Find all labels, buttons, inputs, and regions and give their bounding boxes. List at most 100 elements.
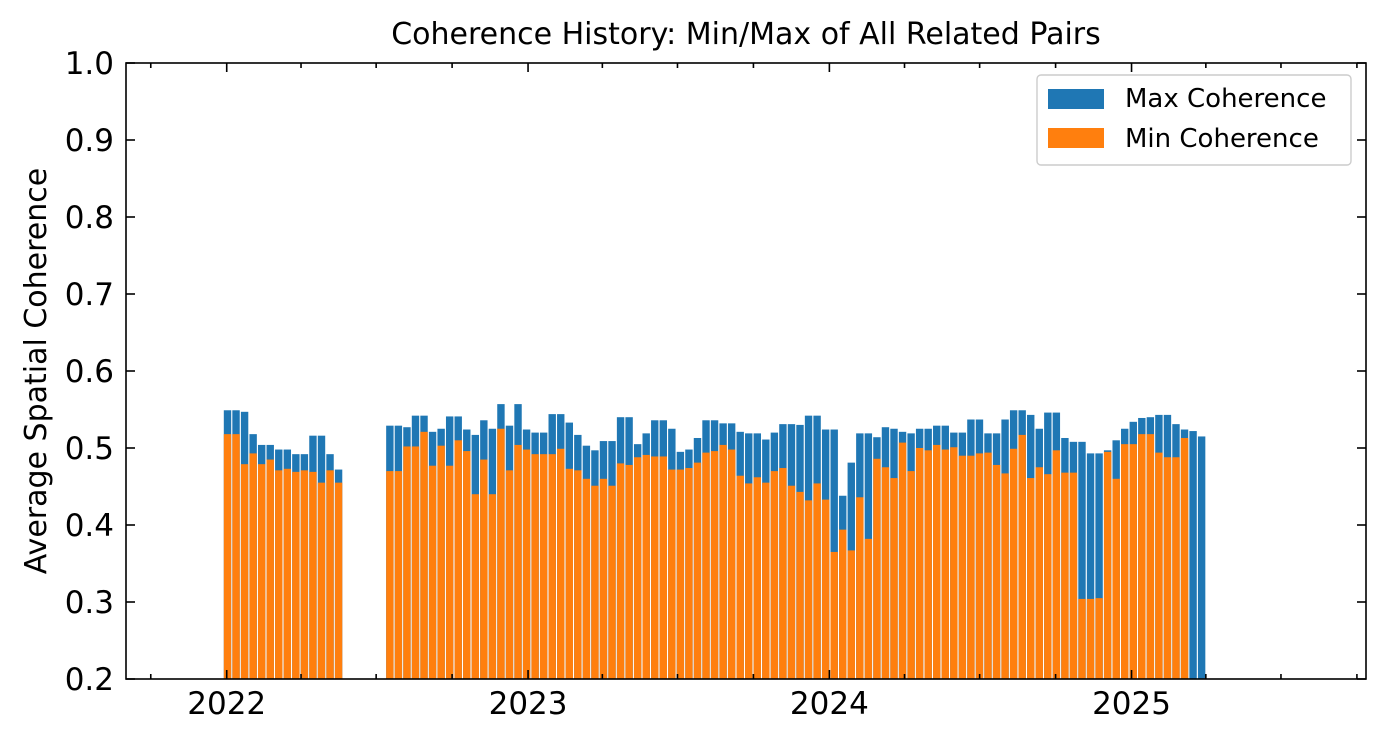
min-bar [633,457,642,679]
min-bar [1052,450,1061,679]
min-bar [1044,474,1052,679]
chart-title: Coherence History: Min/Max of All Relate… [391,17,1101,52]
min-bar [488,494,497,679]
min-bar [257,464,266,679]
legend-swatch-max [1048,89,1104,109]
min-bar [753,477,761,679]
min-bar [599,478,608,679]
min-bar [223,434,232,679]
min-bar [275,470,283,679]
min-bar [676,469,685,679]
min-bar [967,455,975,679]
min-bar [710,451,719,679]
y-tick-label: 0.9 [65,123,114,159]
min-bar [497,428,505,679]
min-bar [437,445,445,679]
min-bar [386,471,394,679]
max-bar [1197,436,1206,679]
min-bar [864,538,873,679]
min-bar [539,454,548,679]
y-tick-label: 1.0 [65,46,114,82]
min-bar [898,442,907,679]
min-bar [933,444,941,679]
min-bar [1069,472,1078,679]
min-bar [821,499,830,679]
min-bar [326,470,334,679]
min-bar [890,478,898,679]
min-bar [685,468,693,679]
min-bar [582,478,591,679]
min-bar [317,482,326,679]
min-bar [1018,434,1026,679]
min-bar [1009,448,1018,679]
min-bar [1163,457,1172,679]
ticks-layer: 0.2 0.3 0.4 0.5 0.6 0.7 0.8 0.9 1.0 2022 2023 2024 2… [65,46,1366,722]
min-bar [548,454,556,679]
min-bar [522,449,531,679]
min-bar [651,456,659,679]
min-bar [745,483,753,679]
min-bar [232,434,240,679]
min-bar [266,459,274,679]
max-bar [1095,453,1103,679]
min-bar [616,463,625,679]
max-bar [1086,453,1095,679]
min-bar [958,455,967,679]
min-bar [839,529,847,679]
min-bar [950,447,958,679]
min-bar [471,494,480,679]
min-bar [719,444,727,679]
min-bar [1180,437,1189,679]
y-tick-label: 0.3 [65,585,114,621]
min-bar [1129,444,1137,679]
x-tick-label: 2023 [489,686,568,722]
y-tick-label: 0.7 [65,277,114,313]
min-bar [1035,467,1043,679]
min-bar [770,471,779,679]
min-bar [830,551,838,679]
min-bar [907,471,915,679]
x-tick-label: 2022 [187,686,266,722]
y-tick-label: 0.4 [65,508,114,544]
min-bar [625,464,633,679]
max-bar [1189,431,1197,679]
max-bar [1078,441,1086,679]
min-bar [565,468,573,679]
min-bar [283,468,292,679]
min-bar [668,469,676,679]
min-bar [514,444,522,679]
min-bar [736,475,744,679]
min-bar [531,454,539,679]
legend-swatch-min [1048,128,1104,148]
min-bar [642,454,650,679]
min-bar [1078,598,1086,679]
min-bar [309,471,317,679]
min-bar [856,497,864,679]
min-bar [1001,473,1009,679]
min-bar [804,500,813,679]
min-bar [1138,434,1146,679]
min-bar [591,485,599,679]
min-series [223,428,1189,679]
min-bar [796,491,804,679]
min-bar [403,446,411,679]
min-bar [454,440,462,679]
min-bar [693,462,702,679]
min-bar [463,451,471,679]
min-bar [762,482,770,679]
min-bar [420,431,428,679]
min-bar [240,464,249,679]
min-bar [249,453,257,679]
min-bar [941,449,949,679]
min-bar [1112,478,1120,679]
min-bar [1103,451,1112,679]
min-bar [779,468,787,679]
legend-label-max: Max Coherence [1125,84,1326,114]
x-tick-label: 2025 [1092,686,1171,722]
min-bar [574,470,582,679]
min-bar [1027,478,1035,679]
min-bar [975,453,984,679]
min-bar [813,483,821,679]
min-bar [984,452,992,679]
